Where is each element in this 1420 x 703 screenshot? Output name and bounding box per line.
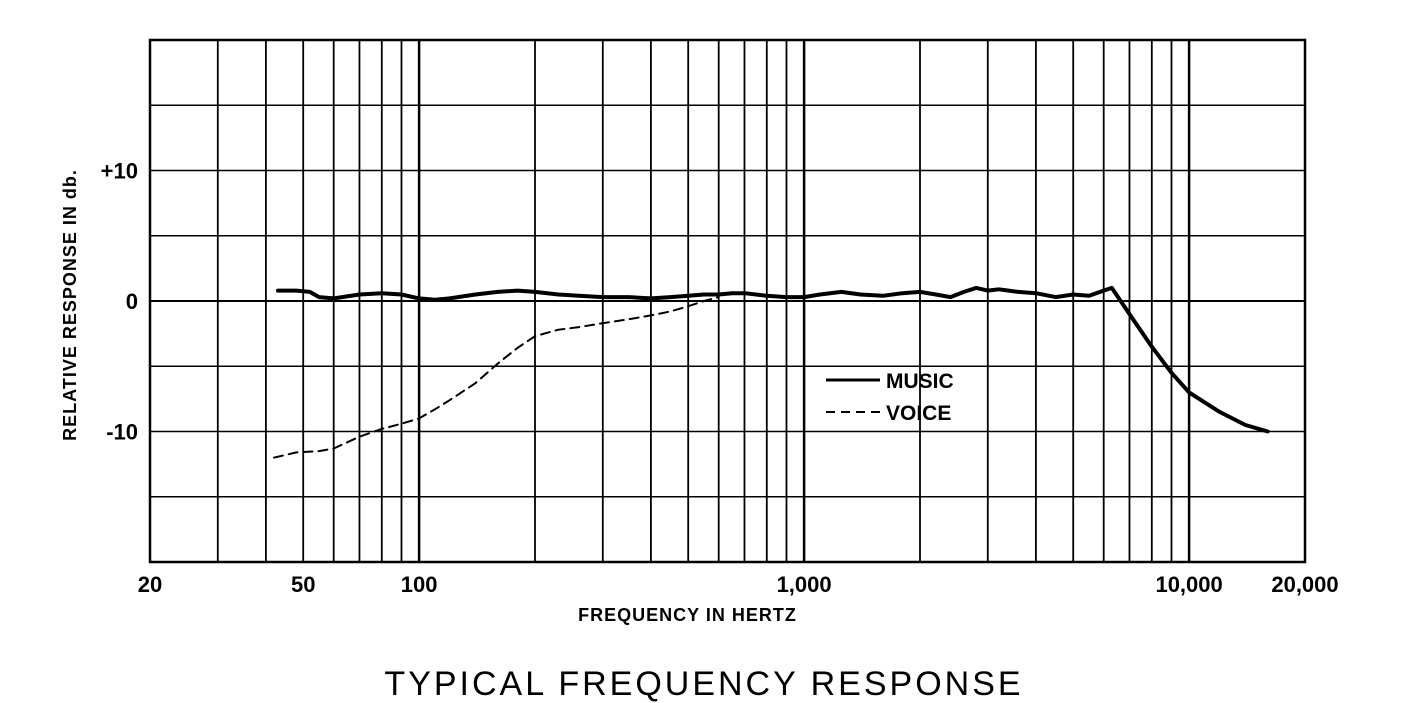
y-tick-label: +10 <box>101 159 138 184</box>
y-tick-labels: +10 0 -10 <box>101 159 138 445</box>
y-axis-label: RELATIVE RESPONSE IN db. <box>60 169 80 441</box>
x-tick-labels: 20 50 100 1,000 10,000 20,000 <box>138 572 1339 597</box>
legend-voice-label: VOICE <box>886 402 951 425</box>
x-tick-label: 100 <box>401 572 438 597</box>
x-tick-label: 20,000 <box>1271 572 1338 597</box>
grid-lines <box>150 40 1305 562</box>
x-tick-label: 20 <box>138 572 162 597</box>
y-tick-label: 0 <box>126 289 138 314</box>
legend-music-label: MUSIC <box>886 370 954 393</box>
series-line-music <box>276 285 1270 434</box>
x-tick-label: 1,000 <box>777 572 832 597</box>
series-lines <box>273 285 1270 459</box>
plot-frame <box>148 38 1307 564</box>
y-tick-label: -10 <box>106 420 138 445</box>
x-tick-label: 10,000 <box>1155 572 1222 597</box>
x-axis-label: FREQUENCY IN HERTZ <box>578 605 797 625</box>
legend: MUSIC VOICE <box>826 370 954 425</box>
x-tick-label: 50 <box>291 572 315 597</box>
chart-title: TYPICAL FREQUENCY RESPONSE <box>384 665 1023 703</box>
series-line-voice <box>273 296 720 459</box>
